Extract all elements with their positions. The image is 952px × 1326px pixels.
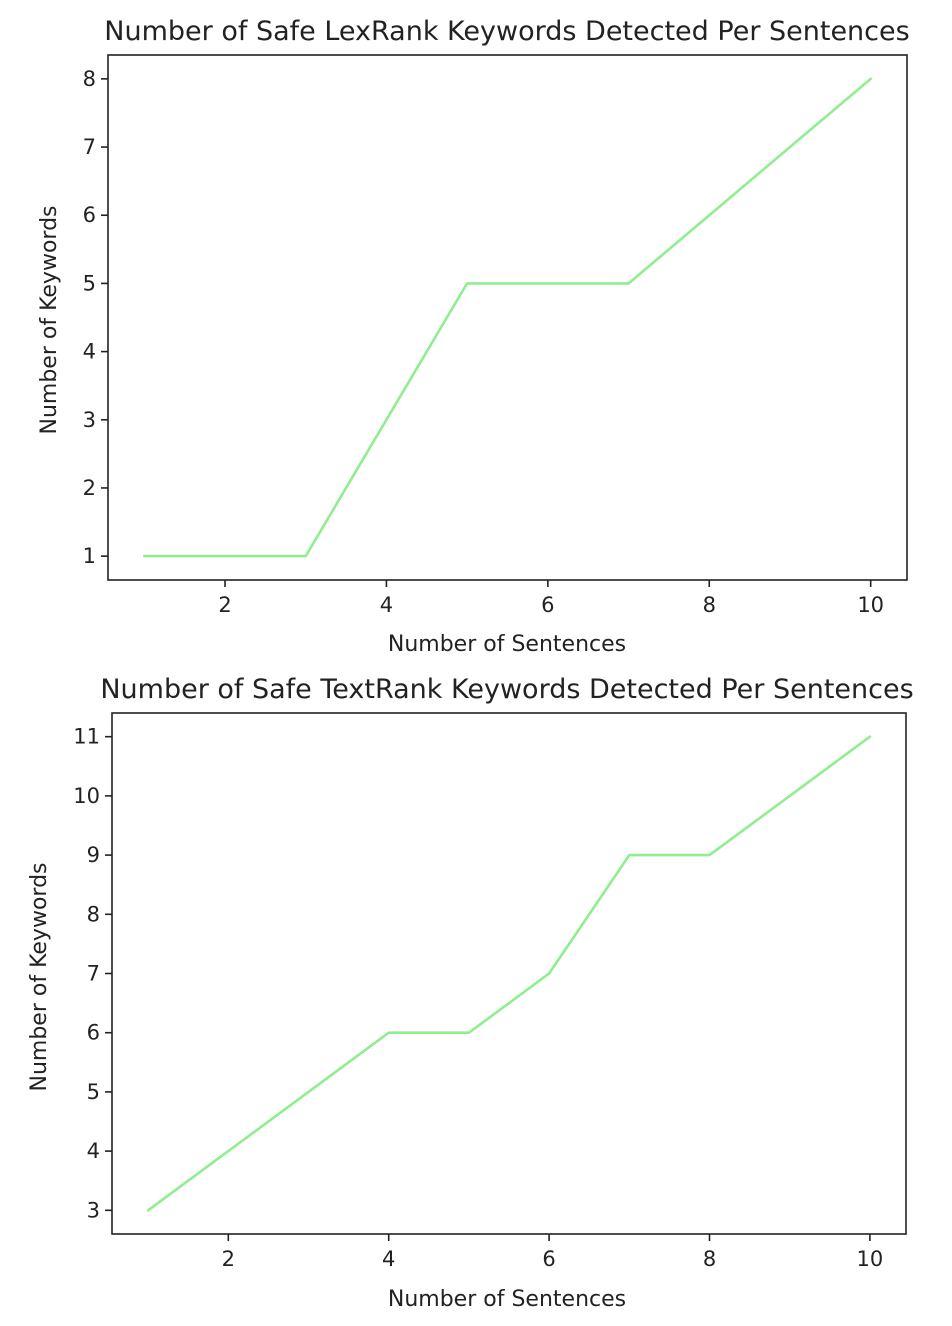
- chart-title: Number of Safe LexRank Keywords Detected…: [104, 16, 909, 47]
- y-tick-label: 4: [87, 1139, 100, 1163]
- y-tick-label: 3: [87, 1198, 100, 1222]
- y-axis-label: Number of Keywords: [37, 206, 62, 435]
- series-line-0: [146, 735, 872, 1212]
- plot-area: 2 4 6 8 10 3 4 5 6 7 8 9 10 11: [73, 712, 907, 1271]
- y-tick-label: 10: [73, 784, 100, 808]
- plot-frame: [107, 54, 908, 581]
- x-tick-label: 10: [857, 1247, 884, 1271]
- y-tick-label: 2: [83, 476, 96, 500]
- y-tick-label: 7: [83, 135, 96, 159]
- x-tick-label: 6: [542, 1247, 555, 1271]
- x-tick-label: 2: [222, 1247, 235, 1271]
- y-tick-label: 5: [87, 1080, 100, 1104]
- y-tick-label: 8: [83, 67, 96, 91]
- y-tick-label: 6: [87, 1021, 100, 1045]
- y-tick-label: 6: [83, 203, 96, 227]
- x-tick-label: 8: [703, 593, 716, 617]
- x-axis-label: Number of Sentences: [388, 1287, 626, 1312]
- series-line-0: [143, 77, 873, 558]
- y-tick-label: 7: [87, 962, 100, 986]
- y-tick-label: 11: [73, 725, 100, 749]
- y-tick-label: 1: [83, 544, 96, 568]
- y-tick-label: 9: [87, 843, 100, 867]
- x-tick-label: 8: [703, 1247, 716, 1271]
- lexrank-chart: Number of Safe LexRank Keywords Detected…: [37, 16, 910, 657]
- x-tick-label: 6: [541, 593, 554, 617]
- y-axis-label: Number of Keywords: [27, 863, 52, 1092]
- x-tick-label: 2: [218, 593, 231, 617]
- y-tick-label: 3: [83, 408, 96, 432]
- x-tick-label: 4: [382, 1247, 395, 1271]
- plot-frame: [111, 712, 907, 1235]
- x-tick-label: 4: [380, 593, 393, 617]
- y-tick-label: 4: [83, 340, 96, 364]
- x-axis-label: Number of Sentences: [388, 632, 626, 657]
- y-tick-label: 5: [83, 271, 96, 295]
- y-tick-label: 8: [87, 902, 100, 926]
- textrank-chart: Number of Safe TextRank Keywords Detecte…: [27, 674, 914, 1312]
- x-tick-label: 10: [857, 593, 884, 617]
- chart-title: Number of Safe TextRank Keywords Detecte…: [100, 674, 913, 705]
